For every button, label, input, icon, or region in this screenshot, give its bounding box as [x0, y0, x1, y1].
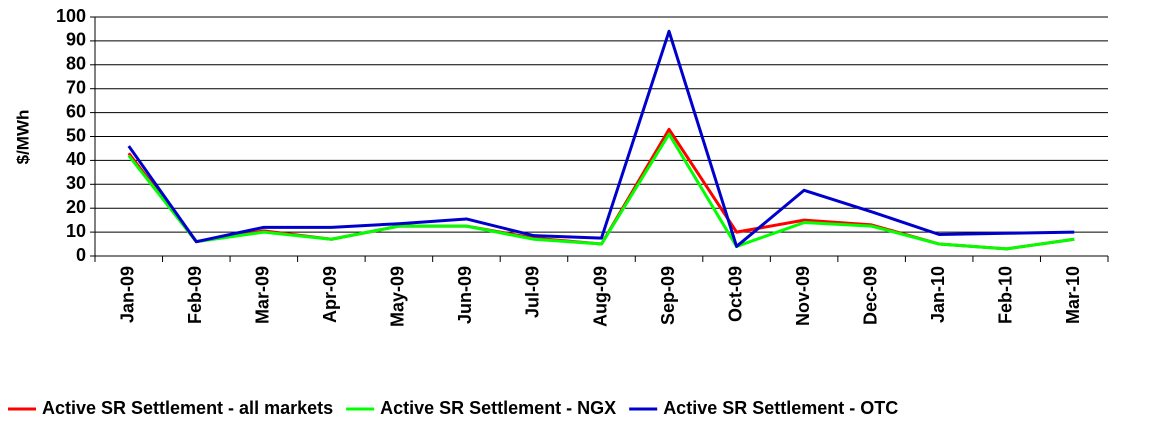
y-tick-label: 100 — [56, 6, 86, 26]
x-tick-label: Nov-09 — [793, 266, 813, 326]
legend-label: Active SR Settlement - NGX — [380, 398, 616, 418]
x-tick-label: Jun-09 — [455, 266, 475, 324]
y-tick-label: 40 — [66, 149, 86, 169]
y-tick-label: 50 — [66, 125, 86, 145]
x-tick-label: Aug-09 — [590, 266, 610, 327]
y-tick-label: 80 — [66, 54, 86, 74]
x-tick-label: Dec-09 — [860, 266, 880, 325]
y-tick-label: 0 — [76, 245, 86, 265]
x-tick-label: Sep-09 — [658, 266, 678, 325]
x-tick-label: Jul-09 — [523, 266, 543, 318]
y-tick-label: 20 — [66, 197, 86, 217]
y-tick-label: 10 — [66, 221, 86, 241]
legend-label: Active SR Settlement - OTC — [663, 398, 898, 418]
legend-label: Active SR Settlement - all markets — [42, 398, 333, 418]
y-tick-label: 70 — [66, 77, 86, 97]
y-tick-label: 60 — [66, 101, 86, 121]
series-line — [127, 132, 1075, 251]
x-tick-label: Jan-09 — [118, 266, 138, 323]
y-tick-label: 90 — [66, 30, 86, 50]
x-tick-label: Mar-10 — [1063, 266, 1083, 324]
x-tick-label: Feb-09 — [185, 266, 205, 324]
x-tick-label: Apr-09 — [320, 266, 340, 323]
y-axis-title: $/MWh — [13, 110, 32, 165]
series-line — [127, 29, 1075, 248]
x-tick-label: Jan-10 — [928, 266, 948, 323]
x-tick-label: Mar-09 — [253, 266, 273, 324]
x-tick-label: May-09 — [388, 266, 408, 327]
y-tick-label: 30 — [66, 173, 86, 193]
x-tick-label: Oct-09 — [725, 266, 745, 322]
x-tick-label: Feb-10 — [995, 266, 1015, 324]
